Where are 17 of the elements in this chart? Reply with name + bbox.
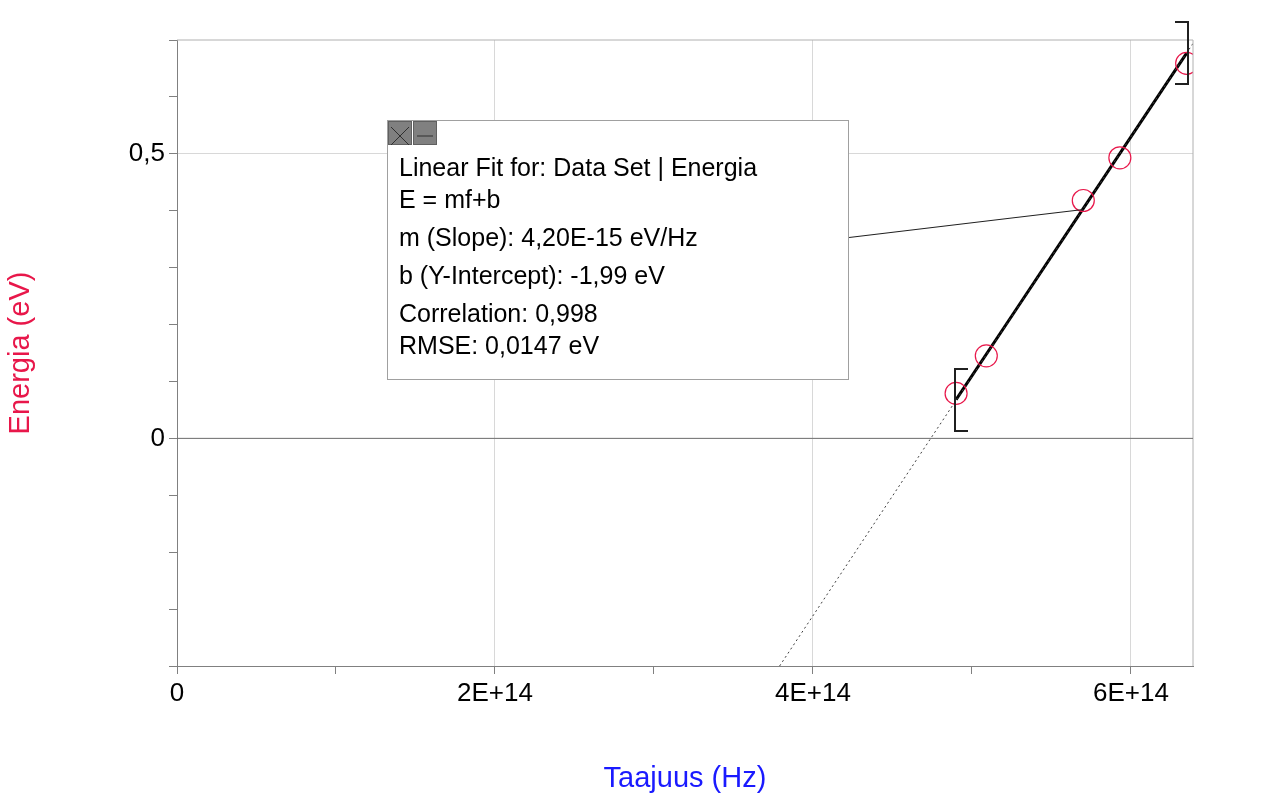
x-axis-title: Taajuus (Hz) bbox=[603, 760, 767, 793]
x-tick-label: 4E+14 bbox=[775, 676, 851, 707]
point bbox=[944, 381, 968, 406]
annotation: Correlation: 0,998 bbox=[399, 298, 599, 329]
y-tick-label: 0,5 bbox=[128, 136, 165, 167]
y-axis-title: Energia (eV) bbox=[3, 271, 36, 435]
point bbox=[1071, 188, 1095, 213]
x-tick-label: 2E+14 bbox=[457, 676, 533, 707]
annotation: m (Slope): 4,20E-15 eV/Hz bbox=[399, 222, 699, 253]
point bbox=[1108, 146, 1132, 170]
x-tick-label: 6E+14 bbox=[1093, 676, 1169, 707]
annotation: E = mf+b bbox=[399, 184, 502, 215]
annotation: Linear Fit for: Data Set | Energia bbox=[399, 152, 759, 183]
x-tick-label: 0 bbox=[169, 676, 185, 707]
point bbox=[974, 344, 998, 368]
annotation: b (Y-Intercept): -1,99 eV bbox=[399, 260, 666, 291]
annotation: RMSE: 0,0147 eV bbox=[399, 330, 601, 361]
